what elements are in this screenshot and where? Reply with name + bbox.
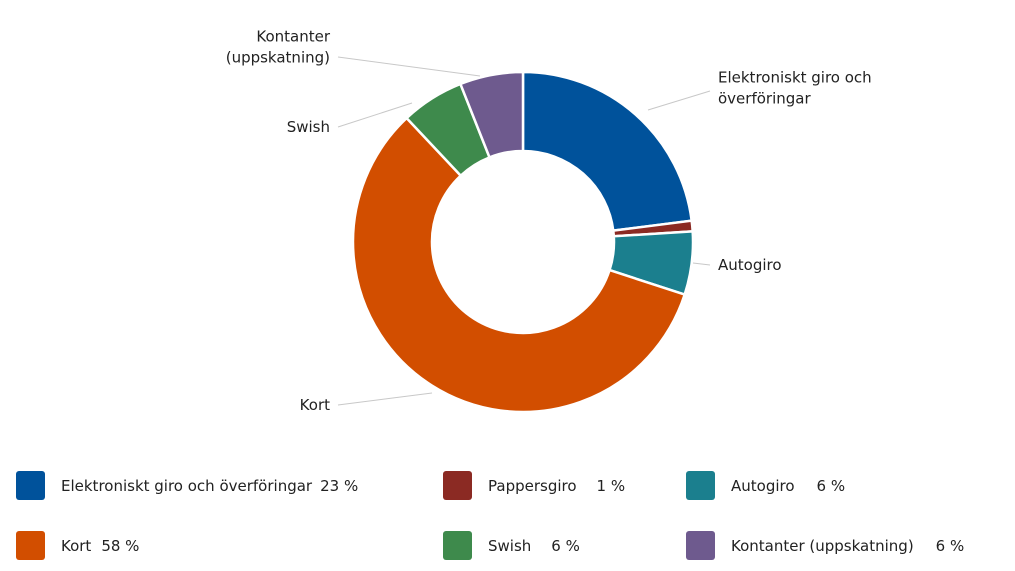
callout-label-elektroniskt-giro-och-överföringar: överföringar <box>718 90 811 108</box>
donut-slices <box>351 70 695 414</box>
legend-item-autogiro: Autogiro 6 % <box>686 471 845 500</box>
slice-kort[interactable] <box>351 116 687 414</box>
legend-label: Swish <box>488 536 532 555</box>
legend-label: Kort <box>61 536 92 555</box>
donut-chart: Elektroniskt giro och överföringar Autogir… <box>226 28 872 415</box>
legend-label: Pappersgiro <box>488 476 577 495</box>
callout-leader-swish <box>337 102 413 128</box>
legend-swatch <box>443 531 472 560</box>
callout-leader-kontanter-uppskatning <box>337 56 481 77</box>
legend-item-elektroniskt-giro-och-överföringar: Elektroniskt giro och överföringar 23 % <box>16 471 358 500</box>
legend-percent: 6 % <box>551 536 580 555</box>
legend-item-kontanter-uppskatning: Kontanter (uppskatning) 6 % <box>686 531 964 560</box>
legend-swatch <box>443 471 472 500</box>
legend-swatch <box>686 471 715 500</box>
legend-label: Autogiro <box>731 476 795 495</box>
callout-label-kort: Kort <box>300 396 330 414</box>
callout-leader-elektroniskt-giro-och-överföringar <box>647 90 711 111</box>
legend-swatch <box>16 531 45 560</box>
legend-swatch <box>16 471 45 500</box>
legend-percent: 6 % <box>935 536 965 555</box>
slice-elektroniskt-giro-och-överföringar[interactable] <box>521 70 694 232</box>
legend-percent: 6 % <box>816 476 846 495</box>
legend-percent: 23 % <box>320 476 359 495</box>
slice-callouts: Elektroniskt giro och överföringar Autogir… <box>226 28 872 415</box>
callout-leader-kort <box>337 392 433 406</box>
callout-label-kontanter-uppskatning: (uppskatning) <box>226 49 330 67</box>
callout-label-swish: Swish <box>287 118 330 136</box>
callout-label-kontanter-uppskatning: Kontanter <box>256 28 330 46</box>
callout-leader-autogiro <box>692 262 711 266</box>
legend-percent: 1 % <box>596 476 626 495</box>
slice-kontanter-uppskatning[interactable] <box>458 70 525 160</box>
legend-percent: 58 % <box>101 536 140 555</box>
legend-swatch <box>686 531 715 560</box>
legend-label: Kontanter (uppskatning) <box>731 536 914 555</box>
legend-item-swish: Swish 6 % <box>443 531 580 560</box>
callout-label-autogiro: Autogiro <box>718 256 782 274</box>
legend-item-pappersgiro: Pappersgiro 1 % <box>443 471 625 500</box>
legend-item-kort: Kort 58 % <box>16 531 139 560</box>
callout-label-elektroniskt-giro-och-överföringar: Elektroniskt giro och <box>718 69 872 87</box>
legend-label: Elektroniskt giro och överföringar <box>61 476 313 495</box>
